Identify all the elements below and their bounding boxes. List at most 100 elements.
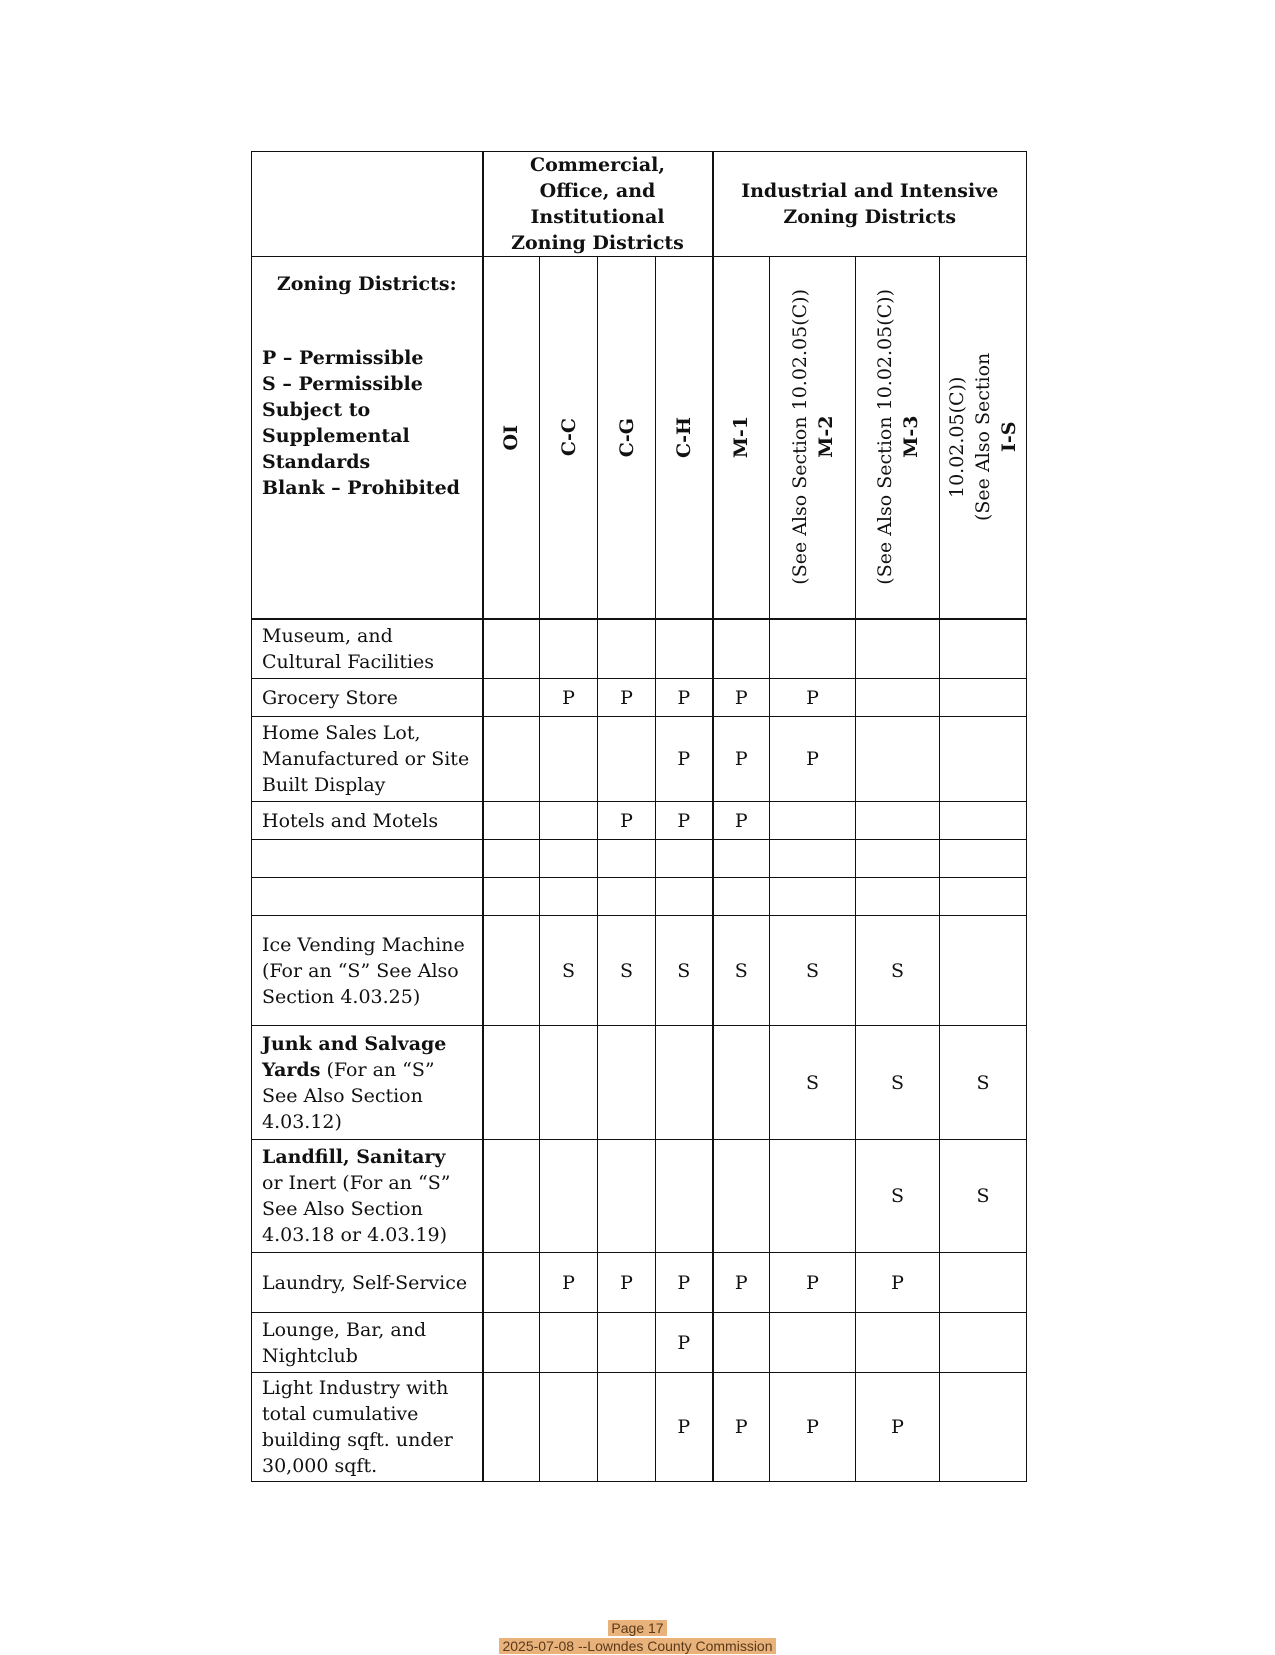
permission-cell-m-1 bbox=[711, 618, 771, 679]
permission-cell-c-c bbox=[539, 1025, 598, 1140]
use-label: Laundry, Self-Service bbox=[251, 1252, 483, 1313]
permission-cell-c-c: P bbox=[539, 678, 598, 717]
permission-cell-i-s bbox=[939, 915, 1028, 1026]
use-label bbox=[251, 877, 483, 916]
permission-cell-c-h bbox=[654, 1025, 714, 1140]
permission-cell-c-h: P bbox=[654, 801, 714, 840]
permission-cell-m-2: P bbox=[769, 678, 857, 717]
use-label-text: Laundry, Self-Service bbox=[262, 1271, 468, 1294]
use-label: Lounge, Bar, and Nightclub bbox=[251, 1312, 483, 1373]
permission-cell-m-1 bbox=[711, 1139, 771, 1253]
permission-cell-m-2 bbox=[769, 877, 857, 916]
permission-cell-c-c bbox=[539, 839, 598, 878]
permission-cell-m-3 bbox=[855, 678, 941, 717]
use-label-text: Museum, and Cultural Facilities bbox=[262, 624, 435, 673]
permission-cell-c-h: P bbox=[654, 1252, 714, 1313]
permission-cell-m-2: S bbox=[769, 915, 857, 1026]
permission-cell-i-s bbox=[939, 1252, 1028, 1313]
column-header-c-c: C-C bbox=[539, 256, 598, 620]
permission-cell-c-h bbox=[654, 877, 714, 916]
permission-cell-m-1: S bbox=[711, 915, 771, 1026]
permission-cell-m-2 bbox=[769, 839, 857, 878]
permission-cell-m-2: S bbox=[769, 1025, 857, 1140]
use-label-text: (For an “S” See Also Section 4.03.12) bbox=[262, 1058, 435, 1133]
table-row: Museum, and Cultural Facilities bbox=[251, 618, 1028, 679]
permission-cell-oi bbox=[481, 801, 540, 840]
permission-cell-c-c bbox=[539, 801, 598, 840]
permission-cell-c-g bbox=[597, 877, 656, 916]
permission-cell-i-s bbox=[939, 801, 1028, 840]
permission-cell-c-c bbox=[539, 716, 598, 802]
permission-cell-m-2: P bbox=[769, 716, 857, 802]
table-row bbox=[251, 877, 1028, 916]
column-note: (See Also Section 10.02.05(C)) bbox=[946, 353, 995, 522]
use-label-text: or Inert (For an “S” See Also Section 4.… bbox=[262, 1172, 451, 1246]
permission-cell-c-g bbox=[597, 1312, 656, 1373]
column-code: C-C bbox=[557, 418, 580, 457]
permission-cell-i-s: S bbox=[939, 1025, 1028, 1140]
table-row: Hotels and Motels P P P bbox=[251, 801, 1028, 840]
table-row bbox=[251, 839, 1028, 878]
page-number: Page 17 bbox=[0, 1619, 1275, 1637]
permission-cell-m-1: P bbox=[711, 1372, 771, 1482]
column-code: M-1 bbox=[730, 416, 753, 459]
permission-cell-c-h bbox=[654, 1139, 714, 1253]
permission-cell-m-3 bbox=[855, 877, 941, 916]
use-label: Home Sales Lot, Manufactured or Site Bui… bbox=[251, 716, 483, 802]
permission-cell-i-s bbox=[939, 618, 1028, 679]
permission-cell-m-2 bbox=[769, 1139, 857, 1253]
table-row: Junk and Salvage Yards (For an “S” See A… bbox=[251, 1025, 1028, 1140]
column-header-oi: OI bbox=[481, 256, 540, 620]
permission-cell-m-1 bbox=[711, 1025, 771, 1140]
permission-cell-c-c: P bbox=[539, 1252, 598, 1313]
column-code: I-S bbox=[998, 422, 1021, 453]
permission-cell-m-3: S bbox=[855, 1139, 941, 1253]
permission-cell-c-h: P bbox=[654, 1312, 714, 1373]
permission-cell-m-3 bbox=[855, 839, 941, 878]
table-row: Laundry, Self-Service P P P P P P bbox=[251, 1252, 1028, 1313]
use-label-text: Grocery Store bbox=[262, 686, 398, 709]
table-row: Grocery Store P P P P P bbox=[251, 678, 1028, 717]
use-label: Ice Vending Machine (For an “S” See Also… bbox=[251, 915, 483, 1026]
permission-cell-c-g bbox=[597, 839, 656, 878]
permission-cell-m-3 bbox=[855, 801, 941, 840]
table-row: Light Industry with total cumulative bui… bbox=[251, 1372, 1028, 1482]
meeting-stamp: 2025-07-08 --Lowndes County Commission bbox=[0, 1637, 1275, 1655]
group-header-industrial: Industrial and Intensive Zoning District… bbox=[711, 151, 1028, 257]
permission-cell-oi bbox=[481, 1372, 540, 1482]
permission-cell-m-1: P bbox=[711, 801, 771, 840]
column-header-c-g: C-G bbox=[597, 256, 656, 620]
permission-cell-c-g bbox=[597, 618, 656, 679]
column-code: M-2 bbox=[814, 416, 837, 459]
column-header-m-3: M-3 (See Also Section 10.02.05(C)) bbox=[855, 256, 941, 620]
permission-cell-m-3 bbox=[855, 618, 941, 679]
permission-cell-m-1 bbox=[711, 877, 771, 916]
permission-cell-c-c bbox=[539, 1372, 598, 1482]
permission-cell-i-s bbox=[939, 1312, 1028, 1373]
permission-cell-m-3: S bbox=[855, 1025, 941, 1140]
permission-cell-c-g: P bbox=[597, 678, 656, 717]
permission-cell-m-3 bbox=[855, 1312, 941, 1373]
use-label: Museum, and Cultural Facilities bbox=[251, 618, 483, 679]
permission-cell-i-s bbox=[939, 839, 1028, 878]
permission-cell-c-h bbox=[654, 839, 714, 878]
permission-cell-c-c bbox=[539, 877, 598, 916]
group-header-commercial: Commercial, Office, and Institutional Zo… bbox=[481, 151, 714, 257]
permission-cell-oi bbox=[481, 1025, 540, 1140]
permission-cell-c-g: P bbox=[597, 1252, 656, 1313]
permission-cell-m-2: P bbox=[769, 1372, 857, 1482]
table-row: Landfill, Sanitary or Inert (For an “S” … bbox=[251, 1139, 1028, 1253]
column-code: C-H bbox=[672, 416, 695, 458]
permission-cell-c-g: P bbox=[597, 801, 656, 840]
use-label: Hotels and Motels bbox=[251, 801, 483, 840]
column-code: OI bbox=[500, 424, 523, 450]
use-label-text: Lounge, Bar, and Nightclub bbox=[262, 1318, 427, 1367]
permission-cell-m-1: P bbox=[711, 716, 771, 802]
empty-corner-cell bbox=[251, 151, 483, 257]
use-label-text: Ice Vending Machine (For an “S” See Also… bbox=[262, 933, 465, 1008]
table-row: Ice Vending Machine (For an “S” See Also… bbox=[251, 915, 1028, 1026]
permission-cell-i-s: S bbox=[939, 1139, 1028, 1253]
permission-cell-m-3: S bbox=[855, 915, 941, 1026]
column-header-i-s: I-S (See Also Section 10.02.05(C)) bbox=[939, 256, 1028, 620]
permission-cell-c-h bbox=[654, 618, 714, 679]
